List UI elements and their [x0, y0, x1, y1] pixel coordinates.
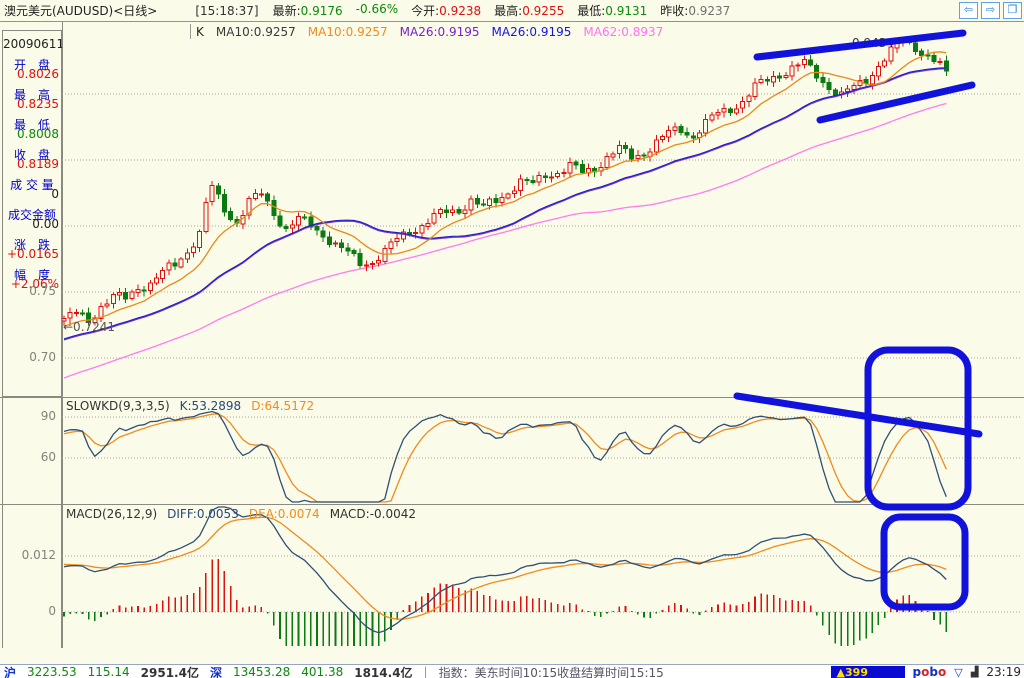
shenzhen-index-label: 深	[209, 665, 222, 678]
pane-separator	[0, 504, 1024, 505]
axis-label: 90	[40, 409, 56, 423]
macd-dea-value: DEA:0.0074	[248, 507, 320, 521]
quote-timestamp: [15:18:37]	[195, 3, 259, 18]
logo-letter: o	[937, 665, 947, 678]
shanghai-index-change: 115.14	[87, 665, 130, 678]
logo-letter: p	[912, 665, 922, 678]
info-row-value: 0.00	[32, 217, 59, 231]
info-row-label: 涨 跌	[13, 238, 50, 252]
alert-badge: ▲399	[830, 665, 905, 678]
slowkd-header: SLOWKD(9,3,3,5) K:53.2898 D:64.5172	[66, 399, 314, 413]
quote-item: 今开:0.9238	[411, 4, 482, 18]
forward-icon[interactable]: ⇨	[981, 2, 1000, 19]
status-right-strip: ▲399 pobo ▽ ▟ 23:19	[830, 665, 1021, 678]
sidebar-divider	[62, 22, 63, 663]
shenzhen-turnover: 1814.4亿	[354, 665, 413, 678]
status-clock: 23:19	[986, 665, 1021, 678]
info-row-label: 成交金额	[7, 208, 56, 222]
shanghai-index-label: 沪	[4, 665, 17, 678]
ma-legend-item: MA26:0.9195	[491, 25, 572, 39]
quote-strip: 最新:0.9176 -0.66% 今开:0.9238 最高:0.9255 最低:0.91…	[273, 2, 731, 19]
ma-legend-item: MA26:0.9195	[399, 25, 480, 39]
quote-item: 昨收:0.9237	[660, 4, 731, 18]
slowkd-k-value: K:53.2898	[179, 399, 242, 413]
pobo-logo: pobo	[913, 665, 947, 678]
macd-axis-panel	[2, 504, 62, 649]
quote-item: 最高:0.9255	[494, 4, 565, 18]
axis-label: 0.012	[21, 547, 56, 562]
ma-legend-item: MA62:0.8937	[583, 25, 664, 39]
info-row-value: 0.8235	[17, 97, 59, 111]
info-row-value: 0.8008	[17, 127, 59, 141]
titlebar: 澳元美元(AUDUSD)<日线> [15:18:37] 最新:0.9176 -0.…	[0, 0, 1024, 22]
info-row-label: 开 盘	[13, 58, 50, 72]
info-row-value: +2.06%	[10, 277, 59, 291]
status-divider: |	[423, 665, 428, 678]
shanghai-index-value: 3223.53	[27, 665, 77, 678]
shenzhen-index-change: 401.38	[301, 665, 344, 678]
info-row-label: 成 交 量	[10, 178, 54, 192]
back-icon[interactable]: ⇦	[959, 2, 978, 19]
logo-letter: b	[929, 665, 938, 678]
dropdown-triangle-icon[interactable]: ▽	[954, 665, 963, 678]
kline-legend-label: K	[196, 25, 204, 39]
price-chart[interactable]: 0.9434 ←0.7241	[62, 22, 1022, 396]
info-row-label: 最 高	[13, 88, 50, 102]
window-controls: ⇦ ⇨ ❐	[959, 2, 1022, 19]
market-notice: 指数：美东时间10:15收盘结算时间15:15	[438, 665, 664, 678]
quote-item: -0.66%	[355, 2, 399, 16]
svg-text:0.9434: 0.9434	[852, 36, 894, 50]
info-row-label: 幅 度	[13, 268, 50, 282]
macd-macd-value: MACD:-0.0042	[329, 507, 417, 521]
status-bar: 沪 3223.53 115.14 2951.4亿 深 13453.28 401.…	[0, 664, 1024, 678]
quote-item: 最低:0.9131	[577, 4, 648, 18]
macd-chart[interactable]	[62, 505, 1022, 648]
info-row-label: 收 盘	[13, 148, 50, 162]
info-row-label: 最 低	[13, 118, 50, 132]
shanghai-turnover: 2951.4亿	[140, 665, 199, 678]
selected-date: 20090611	[3, 37, 65, 51]
axis-label: 60	[40, 450, 56, 464]
window-title: 澳元美元(AUDUSD)<日线>	[4, 4, 158, 18]
market-indices-strip: 沪 3223.53 115.14 2951.4亿 深 13453.28 401.…	[4, 665, 664, 678]
logo-letter: o	[921, 665, 930, 678]
svg-text:←0.7241: ←0.7241	[63, 320, 115, 334]
info-row-value: 0.8189	[17, 157, 59, 171]
quote-item: 最新:0.9176	[272, 4, 343, 18]
axis-label: 0.75	[29, 284, 56, 298]
info-row-value: 0.8026	[17, 67, 59, 81]
price-legend: K MA10:0.9257 MA10:0.9257 MA26:0.9195 MA26:…	[196, 25, 663, 39]
shenzhen-index-value: 13453.28	[232, 665, 291, 678]
macd-diff-value: DIFF:0.0053	[167, 507, 239, 521]
ma-legend-item: MA10:0.9257	[307, 25, 388, 39]
slowkd-chart[interactable]	[62, 397, 1022, 504]
ma-legend-item: MA10:0.9257	[215, 25, 296, 39]
info-row-value: 0	[51, 187, 59, 201]
pane-separator	[0, 397, 1024, 398]
axis-label: 0.70	[29, 350, 56, 364]
macd-params-label: MACD(26,12,9)	[66, 507, 158, 521]
time-axis-bar: 日线 200905060708091011	[0, 648, 1024, 663]
slowkd-params-label: SLOWKD(9,3,3,5)	[66, 399, 170, 413]
slowkd-d-value: D:64.5172	[251, 399, 315, 413]
info-row-value: +0.0165	[6, 247, 59, 261]
window-icon[interactable]: ❐	[1003, 2, 1022, 19]
macd-header: MACD(26,12,9) DIFF:0.0053 DEA:0.0074 MAC…	[66, 507, 416, 521]
connection-signal-icon: ▟	[970, 666, 979, 678]
axis-label: 0	[48, 604, 56, 618]
legend-divider	[190, 24, 191, 39]
